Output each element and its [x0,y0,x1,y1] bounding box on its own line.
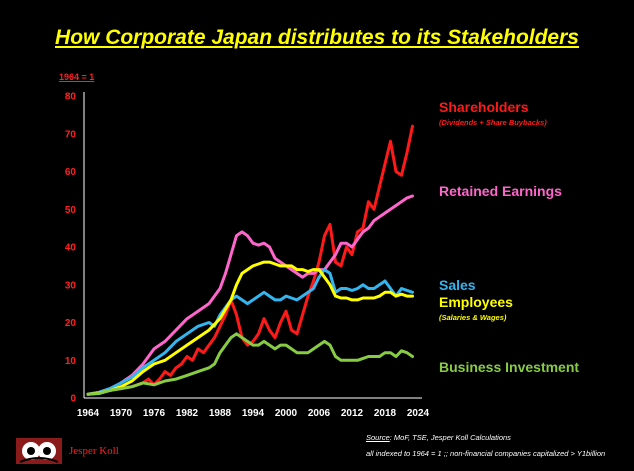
y-tick-label-80: 80 [65,92,77,103]
x-tick-label-2012: 2012 [341,408,364,419]
y-tick-label-50: 50 [65,205,77,216]
source-line: Source: MoF, TSE, Jesper Koll Calculatio… [366,433,511,442]
y-tick-label-10: 10 [65,356,77,367]
legend-employees-subtitle: (Salaries & Wages) [439,313,507,322]
series-line-retained [86,194,414,396]
source-text: : MoF, TSE, Jesper Koll Calculations [389,433,511,442]
legend-shareholders: Shareholders [439,99,529,115]
y-tick-label-70: 70 [65,129,77,140]
x-tick-label-1976: 1976 [143,408,166,419]
legend-retained-earnings: Retained Earnings [439,183,562,199]
x-tick-label-2018: 2018 [374,408,397,419]
legend-business-investment: Business Investment [439,359,580,375]
y-tick-label-20: 20 [65,318,77,329]
chart-title: How Corporate Japan distributes to its S… [55,26,579,49]
series-line-sales [86,268,414,396]
series-line-shareholders [86,124,414,396]
series-line-employees [86,260,414,396]
x-ticks: 1964 1970 1976 1982 1988 1994 2000 2006 2012 2018… [77,408,430,419]
legend-sales: Sales [439,277,476,293]
x-tick-label-1994: 1994 [242,408,265,419]
series-line-investment [86,332,414,396]
x-tick-label-1988: 1988 [209,408,232,419]
legend-shareholders-subtitle: (Dividends + Share Buybacks) [439,118,547,127]
x-tick-label-1970: 1970 [110,408,133,419]
series-lines [86,124,414,396]
source-label: Source [366,433,390,442]
x-tick-label-2000: 2000 [275,408,298,419]
index-footnote: all indexed to 1964 = 1 ;; non-financial… [366,449,606,458]
legend-employees: Employees [439,294,513,310]
y-tick-label-60: 60 [65,167,77,178]
brand-name: Jesper Koll [69,445,119,457]
y-tick-label-30: 30 [65,280,77,291]
x-tick-label-1964: 1964 [77,408,100,419]
x-tick-label-1982: 1982 [176,408,199,419]
y-ticks: 0 10 20 30 40 50 60 70 80 [65,92,77,405]
x-tick-label-2024: 2024 [407,408,430,419]
y-tick-label-0: 0 [70,394,76,405]
x-tick-label-2006: 2006 [308,408,331,419]
index-note: 1964 = 1 [59,72,95,82]
logo-icon [16,438,62,464]
y-tick-label-40: 40 [65,243,77,254]
